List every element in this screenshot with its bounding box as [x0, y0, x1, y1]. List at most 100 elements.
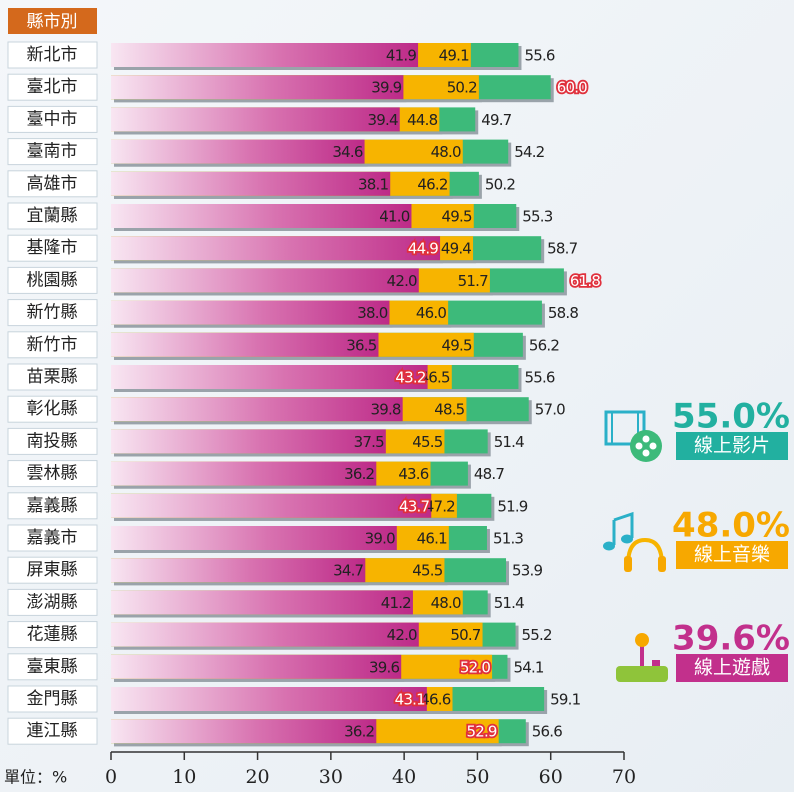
bar: [111, 107, 400, 132]
value-label: 48.0: [431, 143, 461, 161]
category-label: 宜蘭縣: [27, 206, 78, 226]
value-label: 50.2: [485, 175, 515, 193]
category-label: 屏東縣: [27, 560, 78, 580]
category-label: 南投縣: [27, 431, 78, 451]
category-label: 臺北市: [27, 77, 78, 97]
value-label: 39.8: [370, 401, 400, 419]
bar: [111, 139, 365, 164]
category-label: 基隆市: [27, 238, 78, 258]
category-box: [7, 363, 98, 391]
unit-label: 單位：%: [4, 768, 67, 787]
category-label: 新竹縣: [27, 303, 78, 323]
value-label: 39.6: [369, 658, 399, 676]
value-label: 58.7: [547, 240, 577, 258]
value-label: 51.9: [497, 497, 527, 515]
category-box: [7, 266, 98, 294]
value-label: 43.6: [398, 465, 428, 483]
value-label: 49.7: [481, 111, 511, 129]
value-label: 43.7: [399, 497, 429, 515]
value-label: 41.0: [379, 208, 409, 226]
x-tick-label: 60: [539, 766, 563, 788]
value-label: 61.8: [570, 272, 600, 290]
value-label: 36.2: [344, 465, 374, 483]
bar: [111, 397, 403, 422]
summary-name: 線上遊戲: [694, 657, 770, 679]
bar: [111, 719, 377, 744]
x-tick-label: 10: [172, 766, 196, 788]
value-label: 38.0: [357, 304, 387, 322]
x-tick-label: 50: [465, 766, 489, 788]
category-label: 高雄市: [27, 174, 78, 194]
value-label: 46.6: [420, 691, 450, 709]
value-label: 34.6: [332, 143, 362, 161]
x-tick-label: 70: [612, 766, 636, 788]
bar: [111, 365, 428, 389]
bar: [111, 43, 419, 67]
category-label: 澎湖縣: [27, 592, 78, 612]
value-label: 46.5: [420, 369, 450, 387]
value-label: 38.1: [358, 175, 388, 193]
summary-box: [676, 432, 788, 460]
value-label: 45.5: [412, 433, 442, 451]
x-tick-label: 0: [105, 766, 117, 788]
value-label: 36.2: [344, 723, 374, 741]
category-box: [7, 588, 98, 616]
value-label: 39.9: [371, 79, 401, 97]
video-icon: [604, 410, 662, 462]
value-label: 41.9: [386, 47, 416, 65]
header: 縣市別: [27, 12, 78, 32]
bar: [111, 461, 377, 486]
summary-box: [676, 541, 788, 569]
bar: [111, 75, 404, 100]
summary-name: 線上音樂: [694, 544, 770, 566]
bar: [111, 268, 419, 293]
category-label: 新竹市: [27, 335, 78, 355]
value-label: 46.0: [416, 304, 446, 322]
value-label: 50.2: [447, 79, 477, 97]
value-label: 34.7: [333, 562, 363, 580]
value-label: 60.0: [557, 79, 587, 97]
x-tick-label: 40: [392, 766, 416, 788]
value-label: 55.6: [524, 369, 554, 387]
bar: [111, 687, 427, 711]
category-box: [7, 653, 98, 681]
value-label: 48.7: [474, 465, 504, 483]
value-label: 49.5: [442, 336, 472, 354]
value-label: 42.0: [387, 626, 417, 644]
game-icon: [616, 633, 668, 682]
value-label: 55.6: [524, 47, 554, 65]
bar: [111, 300, 390, 325]
value-label: 56.6: [532, 723, 562, 741]
value-label: 43.1: [395, 691, 425, 709]
category-label: 金門縣: [27, 689, 78, 709]
value-label: 48.0: [431, 594, 461, 612]
category-label: 苗栗縣: [27, 367, 78, 387]
category-box: [7, 41, 98, 69]
bar: [111, 590, 413, 615]
category-box: [7, 202, 98, 230]
value-label: 53.9: [512, 562, 542, 580]
category-box: [7, 621, 98, 649]
category-box: [7, 395, 98, 423]
bar: [111, 429, 386, 454]
category-label: 連江縣: [27, 721, 78, 741]
category-label: 桃園縣: [27, 270, 78, 290]
value-label: 58.8: [548, 304, 578, 322]
category-box: [7, 524, 98, 552]
x-tick-label: 20: [245, 766, 269, 788]
bar: [111, 236, 441, 261]
value-label: 39.0: [365, 530, 395, 548]
summary-value: 39.6%: [672, 619, 790, 659]
bar: [111, 654, 402, 679]
value-label: 46.2: [417, 175, 447, 193]
value-label: 42.0: [387, 272, 417, 290]
summary-value: 55.0%: [672, 397, 790, 437]
value-label: 56.2: [529, 336, 559, 354]
value-label: 44.9: [408, 240, 438, 258]
category-label: 雲林縣: [27, 464, 78, 484]
value-label: 43.2: [395, 369, 425, 387]
x-tick-label: 30: [319, 766, 343, 788]
value-label: 49.4: [441, 240, 471, 258]
category-box: [7, 138, 98, 166]
value-label: 45.5: [412, 562, 442, 580]
